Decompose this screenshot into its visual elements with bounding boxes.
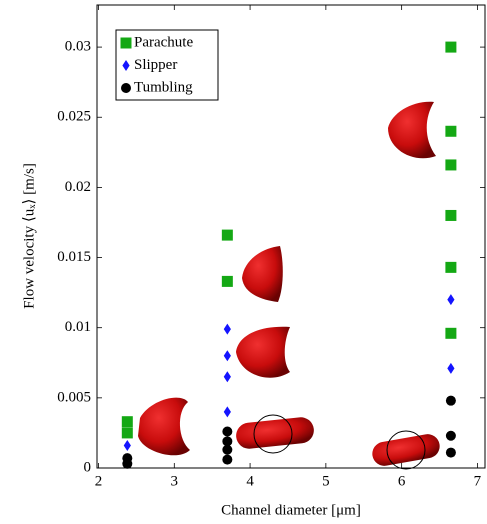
square-marker	[445, 41, 457, 53]
cell-shape	[242, 246, 283, 302]
rotation-arrow	[386, 430, 426, 470]
circle-marker	[222, 444, 233, 455]
x-tick-label: 2	[95, 473, 103, 489]
square-marker	[445, 125, 457, 137]
circle-marker	[445, 447, 456, 458]
cell-shape	[138, 397, 190, 456]
x-tick-label: 4	[246, 473, 254, 489]
cell-shape	[236, 326, 290, 378]
legend-label: Parachute	[134, 34, 193, 50]
x-axis-label: Channel diameter [μm]	[221, 502, 361, 518]
y-tick-label: 0.005	[57, 389, 91, 405]
x-tick-label: 6	[398, 473, 406, 489]
y-tick-label: 0	[84, 459, 92, 475]
square-marker	[445, 209, 457, 221]
diamond-marker	[223, 350, 231, 362]
y-tick-label: 0.025	[57, 109, 91, 125]
circle-marker	[222, 426, 233, 437]
diamond-marker	[223, 371, 231, 383]
legend-label: Slipper	[134, 57, 177, 73]
y-tick-label: 0.01	[65, 319, 91, 335]
y-axis-label: Flow velocity ⟨uₓ⟩ [m/s]	[21, 163, 37, 309]
square-marker	[120, 37, 132, 49]
square-marker	[445, 327, 457, 339]
circle-marker	[121, 83, 131, 93]
diamond-marker	[123, 440, 131, 452]
square-marker	[445, 159, 457, 171]
square-marker	[221, 275, 233, 287]
cell-shape	[236, 417, 314, 449]
x-tick-label: 3	[171, 473, 179, 489]
legend-label: Tumbling	[134, 79, 193, 95]
y-tick-label: 0.015	[57, 249, 91, 265]
circle-marker	[445, 395, 456, 406]
diamond-marker	[223, 406, 231, 418]
legend	[115, 29, 219, 101]
diamond-marker	[447, 362, 455, 374]
circle-marker	[445, 430, 456, 441]
plot-frame	[96, 4, 486, 469]
circle-marker	[222, 436, 233, 447]
square-marker	[121, 416, 133, 428]
diamond-marker	[122, 60, 130, 71]
cell-shape	[388, 101, 436, 159]
rotation-arrow	[253, 414, 293, 454]
diamond-marker	[447, 294, 455, 306]
cell-shape	[372, 434, 440, 466]
cell-illustrations	[138, 101, 440, 470]
square-marker	[121, 427, 133, 439]
circle-marker	[222, 454, 233, 465]
x-tick-label: 7	[474, 473, 482, 489]
circle-marker	[122, 458, 133, 469]
square-marker	[445, 261, 457, 273]
diamond-marker	[223, 323, 231, 335]
x-tick-label: 5	[322, 473, 330, 489]
y-tick-label: 0.03	[65, 39, 91, 55]
square-marker	[221, 229, 233, 241]
y-tick-label: 0.02	[65, 179, 91, 195]
